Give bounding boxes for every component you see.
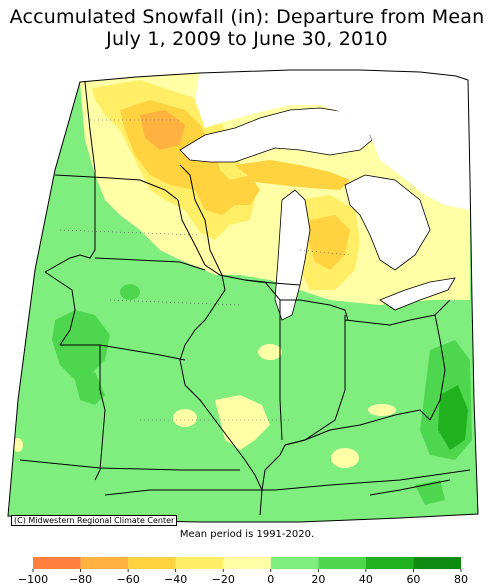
legend-label: 0 (267, 573, 274, 586)
legend-swatch (80, 557, 129, 569)
legend-label: −100 (18, 573, 48, 586)
zone-green-iowa-small (120, 284, 140, 300)
legend-swatch (413, 557, 461, 569)
canada-area (195, 70, 470, 210)
zone-yellow-patch-1 (258, 344, 282, 360)
legend-label: 60 (406, 573, 420, 586)
legend-label: 20 (311, 573, 325, 586)
legend-swatch (128, 557, 176, 569)
legend-label: 80 (454, 573, 468, 586)
legend-swatch (33, 557, 81, 569)
map-border (7, 69, 479, 523)
legend-swatch (175, 557, 224, 569)
map-title-line-2: July 1, 2009 to June 30, 2010 (106, 28, 388, 50)
legend-swatch (223, 557, 271, 569)
legend-label: −60 (117, 573, 140, 586)
legend-swatch (270, 557, 319, 569)
zone-dark-green-east (438, 385, 468, 450)
zone-yellow-patch-2 (215, 395, 270, 450)
legend-label: −80 (69, 573, 92, 586)
zone-green-missouri (75, 372, 105, 405)
zone-yellow-patch-3 (173, 409, 197, 427)
legend-label: −20 (212, 573, 235, 586)
legend-swatch (318, 557, 366, 569)
map-title-line-1: Accumulated Snowfall (in): Departure fro… (9, 6, 485, 28)
lake-superior (179, 107, 373, 163)
mean-period-note: Mean period is 1991-2020. (179, 529, 315, 540)
zone-yellow-patch-6 (13, 438, 23, 452)
zone-yellow-patch-5 (368, 404, 396, 416)
zone-yellow-patch-4 (331, 448, 359, 468)
zone-orange-lower-michigan (308, 215, 350, 270)
legend-label: 40 (359, 573, 373, 586)
copyright-credit: (C) Midwestern Regional Climate Center (11, 515, 178, 526)
zone-orange-upper-peninsula (235, 160, 350, 190)
zone-green-east-lower (415, 480, 445, 505)
color-legend: −100 −80 −60 −40 −20 0 20 40 60 80 (18, 557, 468, 586)
legend-label: −40 (164, 573, 187, 586)
lake-huron (344, 174, 431, 271)
zone-dark-orange (140, 110, 185, 150)
lake-erie (379, 277, 456, 311)
legend-swatch (365, 557, 414, 569)
